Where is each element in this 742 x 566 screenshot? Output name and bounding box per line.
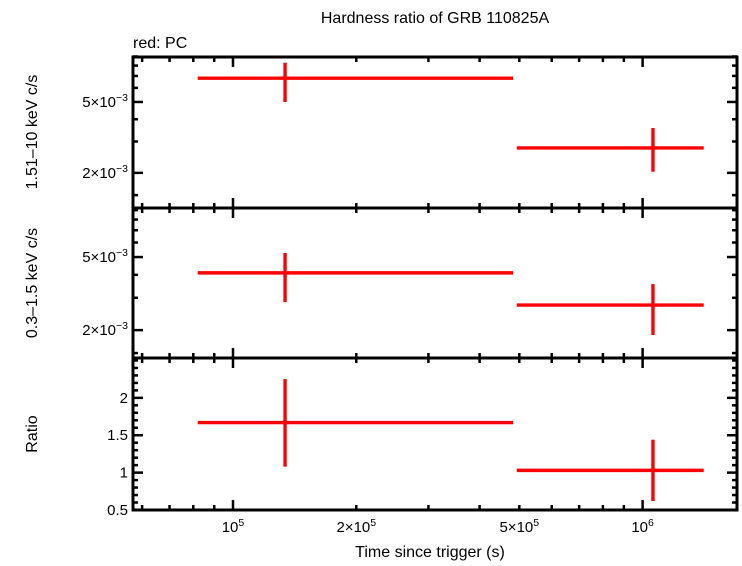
y-tick-label: 5×10−3 bbox=[82, 92, 128, 111]
y-tick-label: 0.5 bbox=[107, 502, 128, 519]
data-point bbox=[516, 284, 704, 336]
y-tick-label: 2 bbox=[120, 390, 128, 407]
chart-root: 5×10−3 2×10−3 5×10−3 2×10−3 2 1.5 1 0.5 105 2×105… bbox=[82, 55, 739, 536]
x-tick-label: 2×105 bbox=[336, 517, 376, 536]
x-axis-title: Time since trigger (s) bbox=[355, 544, 505, 561]
tick-marks bbox=[133, 208, 737, 358]
panel-hard: 5×10−3 2×10−3 bbox=[82, 55, 739, 210]
panel-frame bbox=[131, 356, 739, 512]
y-tick-label: 2×10−3 bbox=[82, 163, 128, 182]
panel-soft: 5×10−3 2×10−3 bbox=[82, 206, 739, 360]
x-tick-labels: 105 2×105 5×105 106 bbox=[222, 517, 654, 536]
x-tick-label: 106 bbox=[631, 517, 654, 536]
data-point bbox=[197, 253, 514, 303]
y-tick-label: 1 bbox=[120, 465, 128, 482]
y-tick-label: 1.5 bbox=[107, 427, 128, 444]
data-point bbox=[516, 128, 704, 172]
x-tick-label: 5×105 bbox=[499, 517, 539, 536]
x-tick-label: 105 bbox=[222, 517, 245, 536]
y-axis-title-soft: 0.3–1.5 keV c/s bbox=[24, 228, 41, 338]
data-point bbox=[197, 379, 514, 467]
panel-ratio: 2 1.5 1 0.5 bbox=[107, 356, 739, 519]
y-axis-title-hard: 1.51–10 keV c/s bbox=[24, 75, 41, 190]
data-point bbox=[516, 439, 704, 502]
y-tick-label: 2×10−3 bbox=[82, 320, 128, 339]
legend-label: red: PC bbox=[133, 35, 187, 52]
chart-title: Hardness ratio of GRB 110825A bbox=[321, 10, 550, 27]
y-tick-label: 5×10−3 bbox=[82, 247, 128, 266]
y-axis-title-ratio: Ratio bbox=[24, 415, 41, 452]
tick-marks bbox=[133, 358, 737, 512]
panel-frame bbox=[131, 206, 739, 360]
data-point bbox=[197, 62, 514, 102]
